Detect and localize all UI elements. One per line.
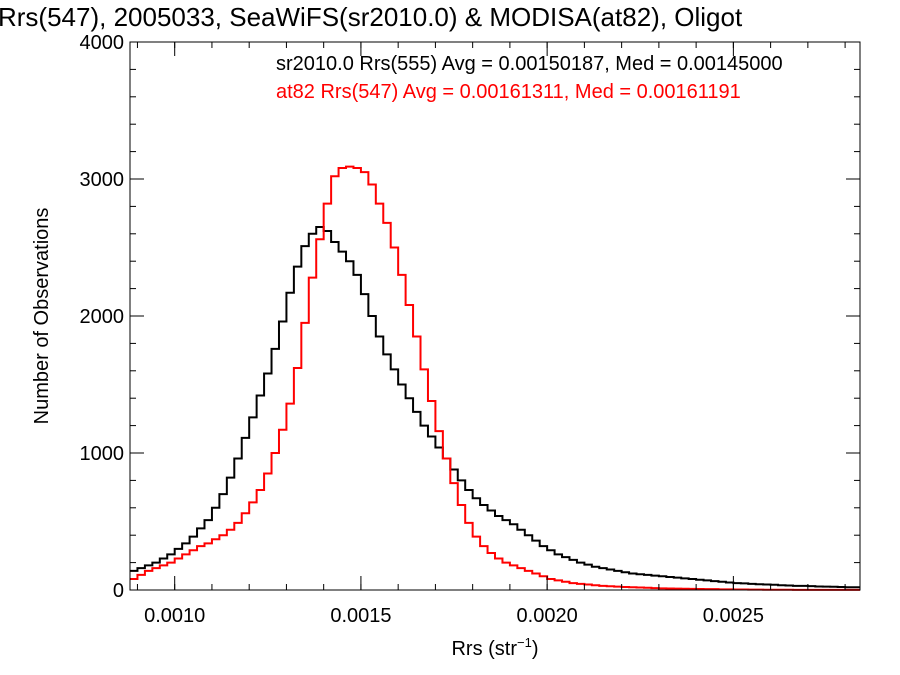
x-axis: 0.0010 0.0015 0.0020 0.0025: [136, 42, 846, 627]
x-tick-label: 0.0010: [144, 605, 205, 627]
x-axis-label-superscript: −1: [517, 635, 532, 650]
y-tick-label: 0: [113, 580, 124, 602]
y-tick-label: 1000: [80, 443, 125, 465]
chart-title: Rrs(547), 2005033, SeaWiFS(sr2010.0) & M…: [0, 2, 743, 32]
legend: sr2010.0 Rrs(555) Avg = 0.00150187, Med …: [276, 53, 783, 103]
x-tick-label: 0.0020: [517, 605, 578, 627]
y-axis: 0 1000 2000 3000 4000: [80, 32, 860, 602]
legend-entry-at82: at82 Rrs(547) Avg = 0.00161311, Med = 0.…: [276, 81, 741, 103]
series-line-0: [130, 225, 860, 589]
y-tick-label: 4000: [80, 32, 125, 54]
x-axis-label-main: Rrs (str: [451, 638, 517, 660]
y-tick-label: 2000: [80, 306, 125, 328]
y-tick-label: 3000: [80, 169, 125, 191]
series-layer: [130, 165, 860, 591]
x-axis-label: Rrs (str−1): [451, 635, 538, 660]
series-line-1: [130, 165, 860, 591]
x-tick-label: 0.0015: [330, 605, 391, 627]
x-tick-label: 0.0025: [703, 605, 764, 627]
x-axis-label-close: ): [532, 638, 539, 660]
legend-entry-sr2010: sr2010.0 Rrs(555) Avg = 0.00150187, Med …: [276, 53, 783, 75]
y-axis-label: Number of Observations: [31, 208, 53, 425]
